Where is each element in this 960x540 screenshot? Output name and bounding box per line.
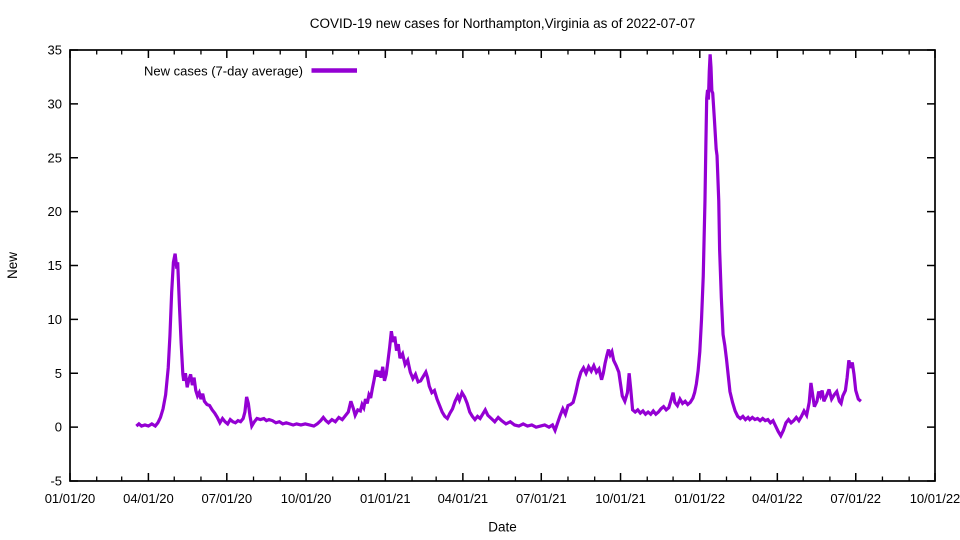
- legend-label: New cases (7-day average): [144, 64, 303, 79]
- x-tick-label: 10/01/20: [281, 491, 332, 506]
- x-tick-label: 07/01/21: [516, 491, 567, 506]
- y-tick-label: 35: [48, 43, 62, 58]
- y-tick-label: 30: [48, 96, 62, 111]
- x-tick-label: 10/01/21: [595, 491, 646, 506]
- y-tick-label: 25: [48, 150, 62, 165]
- chart-title: COVID-19 new cases for Northampton,Virgi…: [310, 16, 695, 31]
- plot-frame: [69, 49, 936, 482]
- x-axis-title: Date: [488, 520, 517, 535]
- data-line: [135, 54, 862, 440]
- x-tick-label: 01/01/21: [360, 491, 411, 506]
- x-tick-label: 07/01/20: [201, 491, 252, 506]
- y-tick-label: 5: [55, 366, 62, 381]
- x-tick-label: 04/01/21: [438, 491, 489, 506]
- legend: New cases (7-day average): [144, 64, 357, 79]
- y-tick-label: -5: [50, 474, 62, 489]
- x-tick-label: 07/01/22: [830, 491, 881, 506]
- y-tick-label: 20: [48, 204, 62, 219]
- y-tick-label: 15: [48, 258, 62, 273]
- y-axis-title: New: [5, 252, 20, 279]
- plot-axes: 01/01/20 04/01/20 07/01/20 10/01/20 01/01/21…: [45, 43, 960, 507]
- x-tick-label: 10/01/22: [910, 491, 960, 506]
- y-tick-label: 0: [55, 420, 62, 435]
- x-tick-label: 04/01/20: [123, 491, 174, 506]
- x-tick-label: 01/01/22: [674, 491, 725, 506]
- y-tick-label: 10: [48, 312, 62, 327]
- x-tick-label: 04/01/22: [752, 491, 803, 506]
- x-tick-label: 01/01/20: [45, 491, 96, 506]
